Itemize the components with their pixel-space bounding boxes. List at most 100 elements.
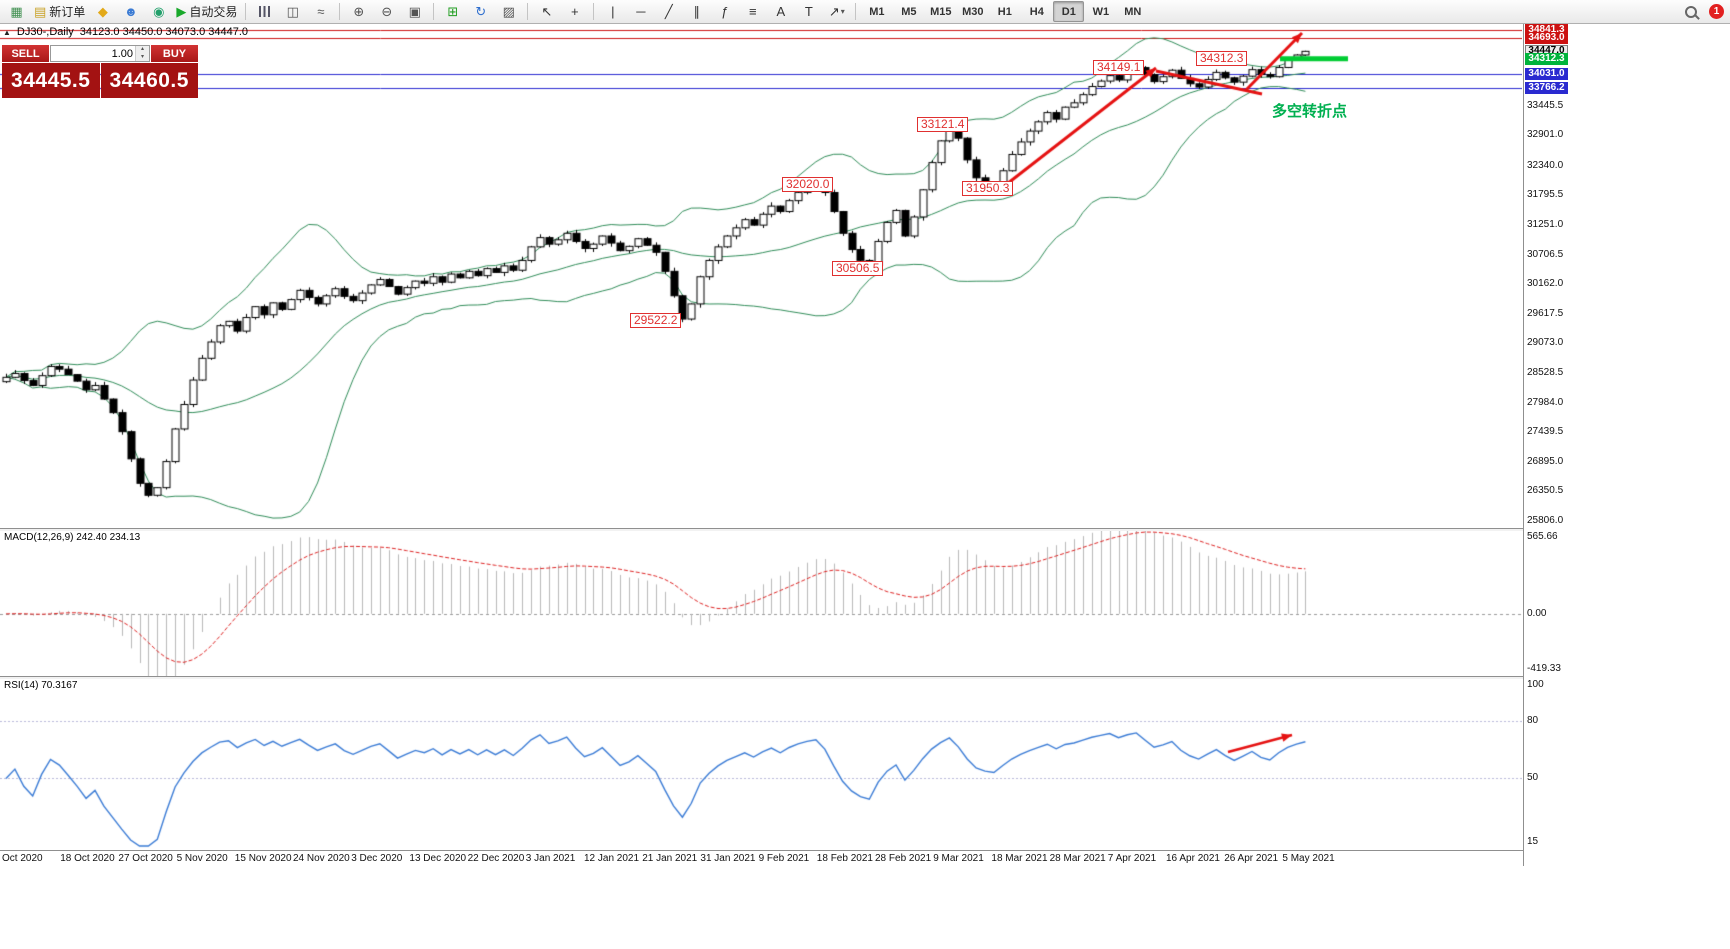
price-label: 31251.0	[1527, 219, 1564, 231]
timeframe-m1[interactable]: M1	[869, 5, 885, 18]
chart-title: DJ30-,Daily	[16, 26, 74, 38]
toolbar-right: 1	[1677, 1, 1727, 22]
price-callout[interactable]: 31950.3	[962, 181, 1014, 196]
text-button[interactable]: A	[767, 1, 794, 22]
new-chart-button[interactable]: ▦	[3, 1, 30, 22]
sell-button[interactable]: SELL	[2, 45, 49, 62]
arrows-tool-button[interactable]: ↗ ▾	[823, 1, 850, 22]
pane-separator-macd[interactable]	[0, 528, 1570, 531]
search-icon	[1684, 5, 1697, 18]
price-label: 26895.0	[1527, 455, 1564, 467]
line-chart-icon: ≈	[317, 4, 325, 19]
price-badge: 34312.3	[1525, 52, 1568, 65]
timeframe-m30[interactable]: M30	[962, 5, 984, 18]
date-label: 5 Nov 2020	[176, 853, 228, 864]
metaeditor-button[interactable]: ◆	[89, 1, 116, 22]
timeframe-d1[interactable]: D1	[1053, 1, 1085, 22]
trendline-icon: ╱	[664, 4, 673, 19]
price-callout[interactable]: 33121.4	[917, 117, 969, 132]
chart-header: ▲ DJ30-,Daily 34123.0 34450.0 34073.0 34…	[3, 26, 248, 38]
buy-button[interactable]: BUY	[151, 45, 198, 62]
community-button[interactable]: ☻	[117, 1, 144, 22]
price-callout[interactable]: 29522.2	[630, 313, 682, 328]
main-price-chart[interactable]	[0, 24, 1522, 528]
indicator-scale-label: 80	[1527, 714, 1539, 726]
buy-price[interactable]: 34460.5	[100, 63, 198, 98]
toolbar-groups: ▦ ▤ 新订单 ◆ ☻ ◉ ▶ 自动交易 ◫ ≈ ⊕ ⊖ ▣ ⊞ ↻ ▨ ↖ + | ─ ╱ ∥ ƒ ≡ A T ↗ ▾ M1 M5 M15…	[3, 1, 1148, 22]
timeframe-h4[interactable]: H4	[1029, 5, 1044, 18]
channel-button[interactable]: ∥	[683, 1, 710, 22]
price-label: 29073.0	[1527, 337, 1564, 349]
timeframe-m5[interactable]: M5	[901, 5, 917, 18]
date-label: 28 Feb 2021	[875, 853, 932, 864]
date-label: 3 Dec 2020	[351, 853, 403, 864]
autotrading-label: 自动交易	[189, 5, 238, 19]
pane-separator-rsi[interactable]	[0, 676, 1570, 679]
cursor-button[interactable]: ↖	[533, 1, 560, 22]
bar-chart-mode-button[interactable]	[251, 1, 278, 22]
autotrading-button[interactable]: ▶ 自动交易	[173, 1, 240, 22]
add-indicator-icon: ⊞	[447, 4, 459, 19]
price-callout[interactable]: 30506.5	[832, 261, 884, 276]
refresh-icon: ↻	[475, 4, 487, 19]
one-click-trading-panel: SELL ▴ ▾ BUY 34445.5 34460.5	[2, 45, 198, 98]
indicator-scale-label: 565.66	[1527, 531, 1558, 542]
cycle-lines-icon: ≡	[749, 4, 757, 19]
period-refresh-button[interactable]: ↻	[467, 1, 494, 22]
macd-indicator-pane[interactable]	[0, 530, 1522, 676]
date-label: 28 Mar 2021	[1049, 853, 1106, 864]
channel-icon: ∥	[693, 4, 701, 19]
price-axis[interactable]: 33445.5 32901.0 32340.0 31795.5 31251.0 30706…	[1523, 24, 1571, 866]
new-order-button[interactable]: ▤ 新订单	[31, 1, 88, 22]
metaeditor-icon: ◆	[97, 4, 108, 19]
text-label-button[interactable]: T	[795, 1, 822, 22]
date-label: 21 Jan 2021	[642, 853, 698, 864]
templates-button[interactable]: ▨	[495, 1, 522, 22]
indicator-scale-label: 50	[1527, 772, 1539, 784]
fibonacci-button[interactable]: ƒ	[711, 1, 738, 22]
price-callout[interactable]: 32020.0	[782, 177, 834, 192]
timeframe-m15[interactable]: M15	[930, 5, 952, 18]
price-label: 32901.0	[1527, 129, 1564, 141]
autotrade-play-icon: ▶	[176, 4, 187, 19]
price-label: 33445.5	[1527, 99, 1564, 111]
annotation-note[interactable]: 多空转折点	[1272, 103, 1348, 120]
timeframe-w1[interactable]: W1	[1092, 5, 1110, 18]
timeframe-h1[interactable]: H1	[997, 5, 1012, 18]
tile-windows-button[interactable]: ▣	[401, 1, 428, 22]
time-axis[interactable]: Oct 2020 18 Oct 2020 27 Oct 2020 5 Nov 2020…	[0, 850, 1523, 867]
volume-input[interactable]	[51, 46, 135, 61]
horizontal-line-button[interactable]: ─	[627, 1, 654, 22]
date-label: 18 Oct 2020	[60, 853, 115, 864]
one-click-collapse-icon[interactable]: ▲	[3, 27, 11, 37]
rsi-indicator-pane[interactable]	[0, 678, 1522, 850]
volume-down-button[interactable]: ▾	[136, 53, 149, 61]
price-label: 25806.0	[1527, 515, 1564, 527]
vertical-line-button[interactable]: |	[599, 1, 626, 22]
market-button[interactable]: ◉	[145, 1, 172, 22]
candle-chart-mode-button[interactable]: ◫	[279, 1, 306, 22]
line-chart-mode-button[interactable]: ≈	[307, 1, 334, 22]
dropdown-arrow-icon: ▾	[840, 7, 845, 16]
price-callout[interactable]: 34312.3	[1196, 51, 1248, 66]
cycle-lines-button[interactable]: ≡	[739, 1, 766, 22]
zoom-out-button[interactable]: ⊖	[373, 1, 400, 22]
timeframe-mn[interactable]: MN	[1124, 5, 1142, 18]
volume-up-button[interactable]: ▴	[136, 46, 149, 54]
notification-badge[interactable]: 1	[1709, 4, 1724, 19]
indicators-button[interactable]: ⊞	[439, 1, 466, 22]
search-button[interactable]	[1677, 1, 1704, 22]
price-label: 31795.5	[1527, 189, 1564, 201]
trendline-button[interactable]: ╱	[655, 1, 682, 22]
volume-stepper: ▴ ▾	[135, 46, 149, 61]
zoom-in-button[interactable]: ⊕	[345, 1, 372, 22]
toolbar-separator	[593, 3, 595, 20]
date-label: 31 Jan 2021	[700, 853, 756, 864]
order-ticket-icon: ▤	[34, 4, 47, 19]
date-label: 3 Jan 2021	[525, 853, 576, 864]
price-callout[interactable]: 34149.1	[1093, 60, 1145, 75]
crosshair-button[interactable]: +	[561, 1, 588, 22]
chart-ohlc-values: 34123.0 34450.0 34073.0 34447.0	[79, 26, 248, 38]
sell-price[interactable]: 34445.5	[2, 63, 100, 98]
date-label: 27 Oct 2020	[118, 853, 173, 864]
